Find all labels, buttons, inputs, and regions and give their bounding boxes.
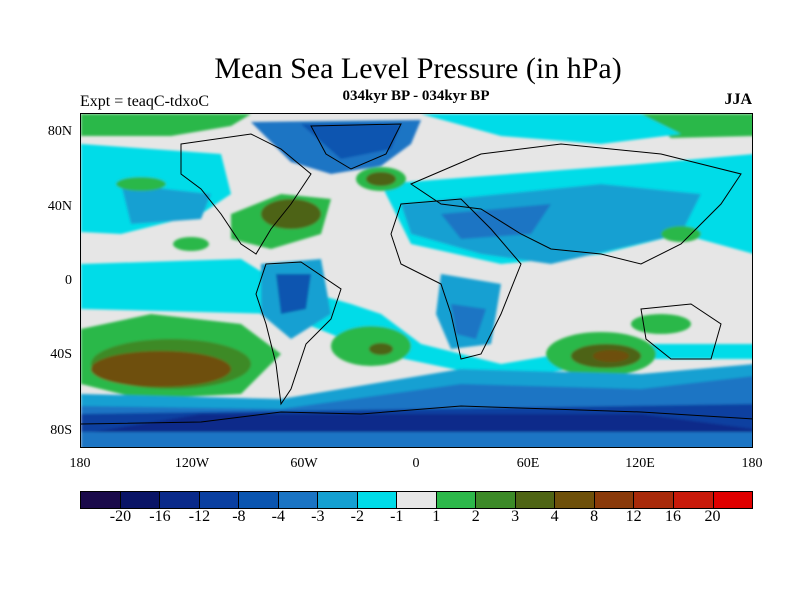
greenland-coast — [310, 123, 402, 170]
colorbar-label: 8 — [590, 508, 599, 525]
colorbar-label: 4 — [550, 508, 559, 525]
colorbar-swatch — [318, 492, 358, 508]
colorbar-label: -12 — [188, 508, 211, 525]
colorbar-label: 2 — [471, 508, 480, 525]
colorbar-label: -16 — [149, 508, 171, 525]
colorbar-label: -20 — [109, 508, 132, 525]
colorbar-swatch — [239, 492, 279, 508]
colorbar-swatch — [555, 492, 595, 508]
x-tick-120w: 120W — [174, 456, 210, 471]
colorbar-label: -4 — [271, 508, 285, 525]
x-tick-60e: 60E — [516, 456, 540, 471]
colorbar-swatch — [436, 492, 477, 508]
y-tick-40n: 40N — [47, 199, 72, 214]
colorbar-swatch — [515, 492, 556, 508]
colorbar-label: -8 — [232, 508, 246, 525]
colorbar-swatch — [278, 492, 319, 508]
y-tick-40s: 40S — [50, 347, 72, 362]
colorbar-swatch — [673, 492, 714, 508]
chart-title: Mean Sea Level Pressure (in hPa) — [214, 52, 622, 85]
colorbar-label: -1 — [390, 508, 404, 525]
x-tick-180e: 180 — [741, 456, 763, 471]
y-tick-80n: 80N — [47, 124, 72, 139]
colorbar-label: -2 — [350, 508, 364, 525]
x-tick-180w: 180 — [69, 456, 91, 471]
colorbar-swatch — [476, 492, 516, 508]
map-field — [81, 114, 752, 447]
map-plot — [80, 113, 753, 448]
south-america-coast — [255, 261, 342, 406]
colorbar-swatch — [120, 492, 161, 508]
season-label: JJA — [724, 91, 752, 108]
chart-subtitle: 034kyr BP - 034kyr BP — [342, 88, 490, 104]
north-america-coast — [180, 133, 312, 255]
y-tick-80s: 80S — [50, 423, 72, 438]
colorbar-swatch — [160, 492, 200, 508]
colorbar-label: 3 — [511, 508, 520, 525]
x-tick-60w: 60W — [290, 456, 318, 471]
x-tick-120e: 120E — [625, 456, 655, 471]
colorbar-label: 20 — [704, 508, 721, 525]
experiment-label: Expt = teaqC-tdxoC — [80, 93, 210, 110]
colorbar-swatch — [81, 492, 121, 508]
colorbar-label: 1 — [432, 508, 441, 525]
australia-coast — [640, 303, 722, 360]
colorbar-label: 16 — [665, 508, 682, 525]
colorbar-swatch — [713, 492, 753, 508]
x-tick-0: 0 — [412, 456, 420, 471]
colorbar-swatch — [357, 492, 398, 508]
colorbar-swatch — [634, 492, 674, 508]
colorbar-label: 12 — [625, 508, 642, 525]
arctic-green — [81, 114, 251, 136]
africa-coast — [390, 198, 522, 360]
colorbar-swatch — [199, 492, 240, 508]
y-tick-0: 0 — [65, 273, 72, 288]
colorbar-swatch — [397, 492, 437, 508]
eurasia-coast — [409, 143, 742, 265]
colorbar — [80, 491, 753, 509]
colorbar-label: -3 — [311, 508, 325, 525]
colorbar-swatch — [594, 492, 635, 508]
antarctica-coast — [81, 405, 752, 425]
